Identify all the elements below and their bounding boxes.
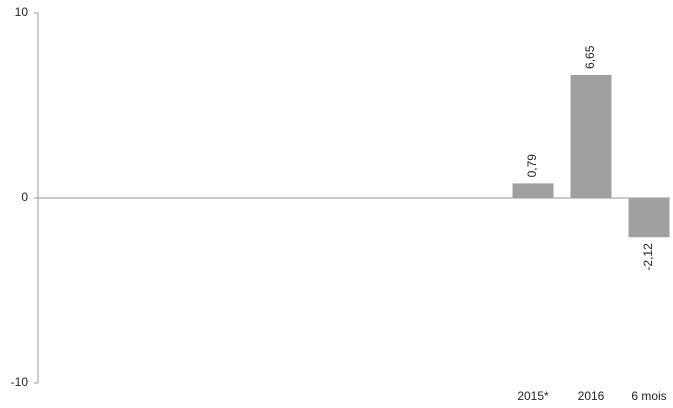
x-tick-label: 2016 [578, 389, 605, 403]
value-label: -2,12 [641, 243, 655, 271]
value-label: 6,65 [583, 45, 597, 69]
bar [512, 183, 554, 198]
bar [570, 74, 612, 198]
bar [628, 198, 670, 238]
x-tick-label: 2015* [517, 389, 549, 403]
y-tick-label: 0 [21, 190, 28, 204]
x-tick-label: 6 mois [631, 389, 666, 403]
value-label: 0,79 [525, 154, 539, 178]
y-tick-label: 10 [15, 5, 29, 19]
y-tick-label: -10 [11, 375, 29, 389]
